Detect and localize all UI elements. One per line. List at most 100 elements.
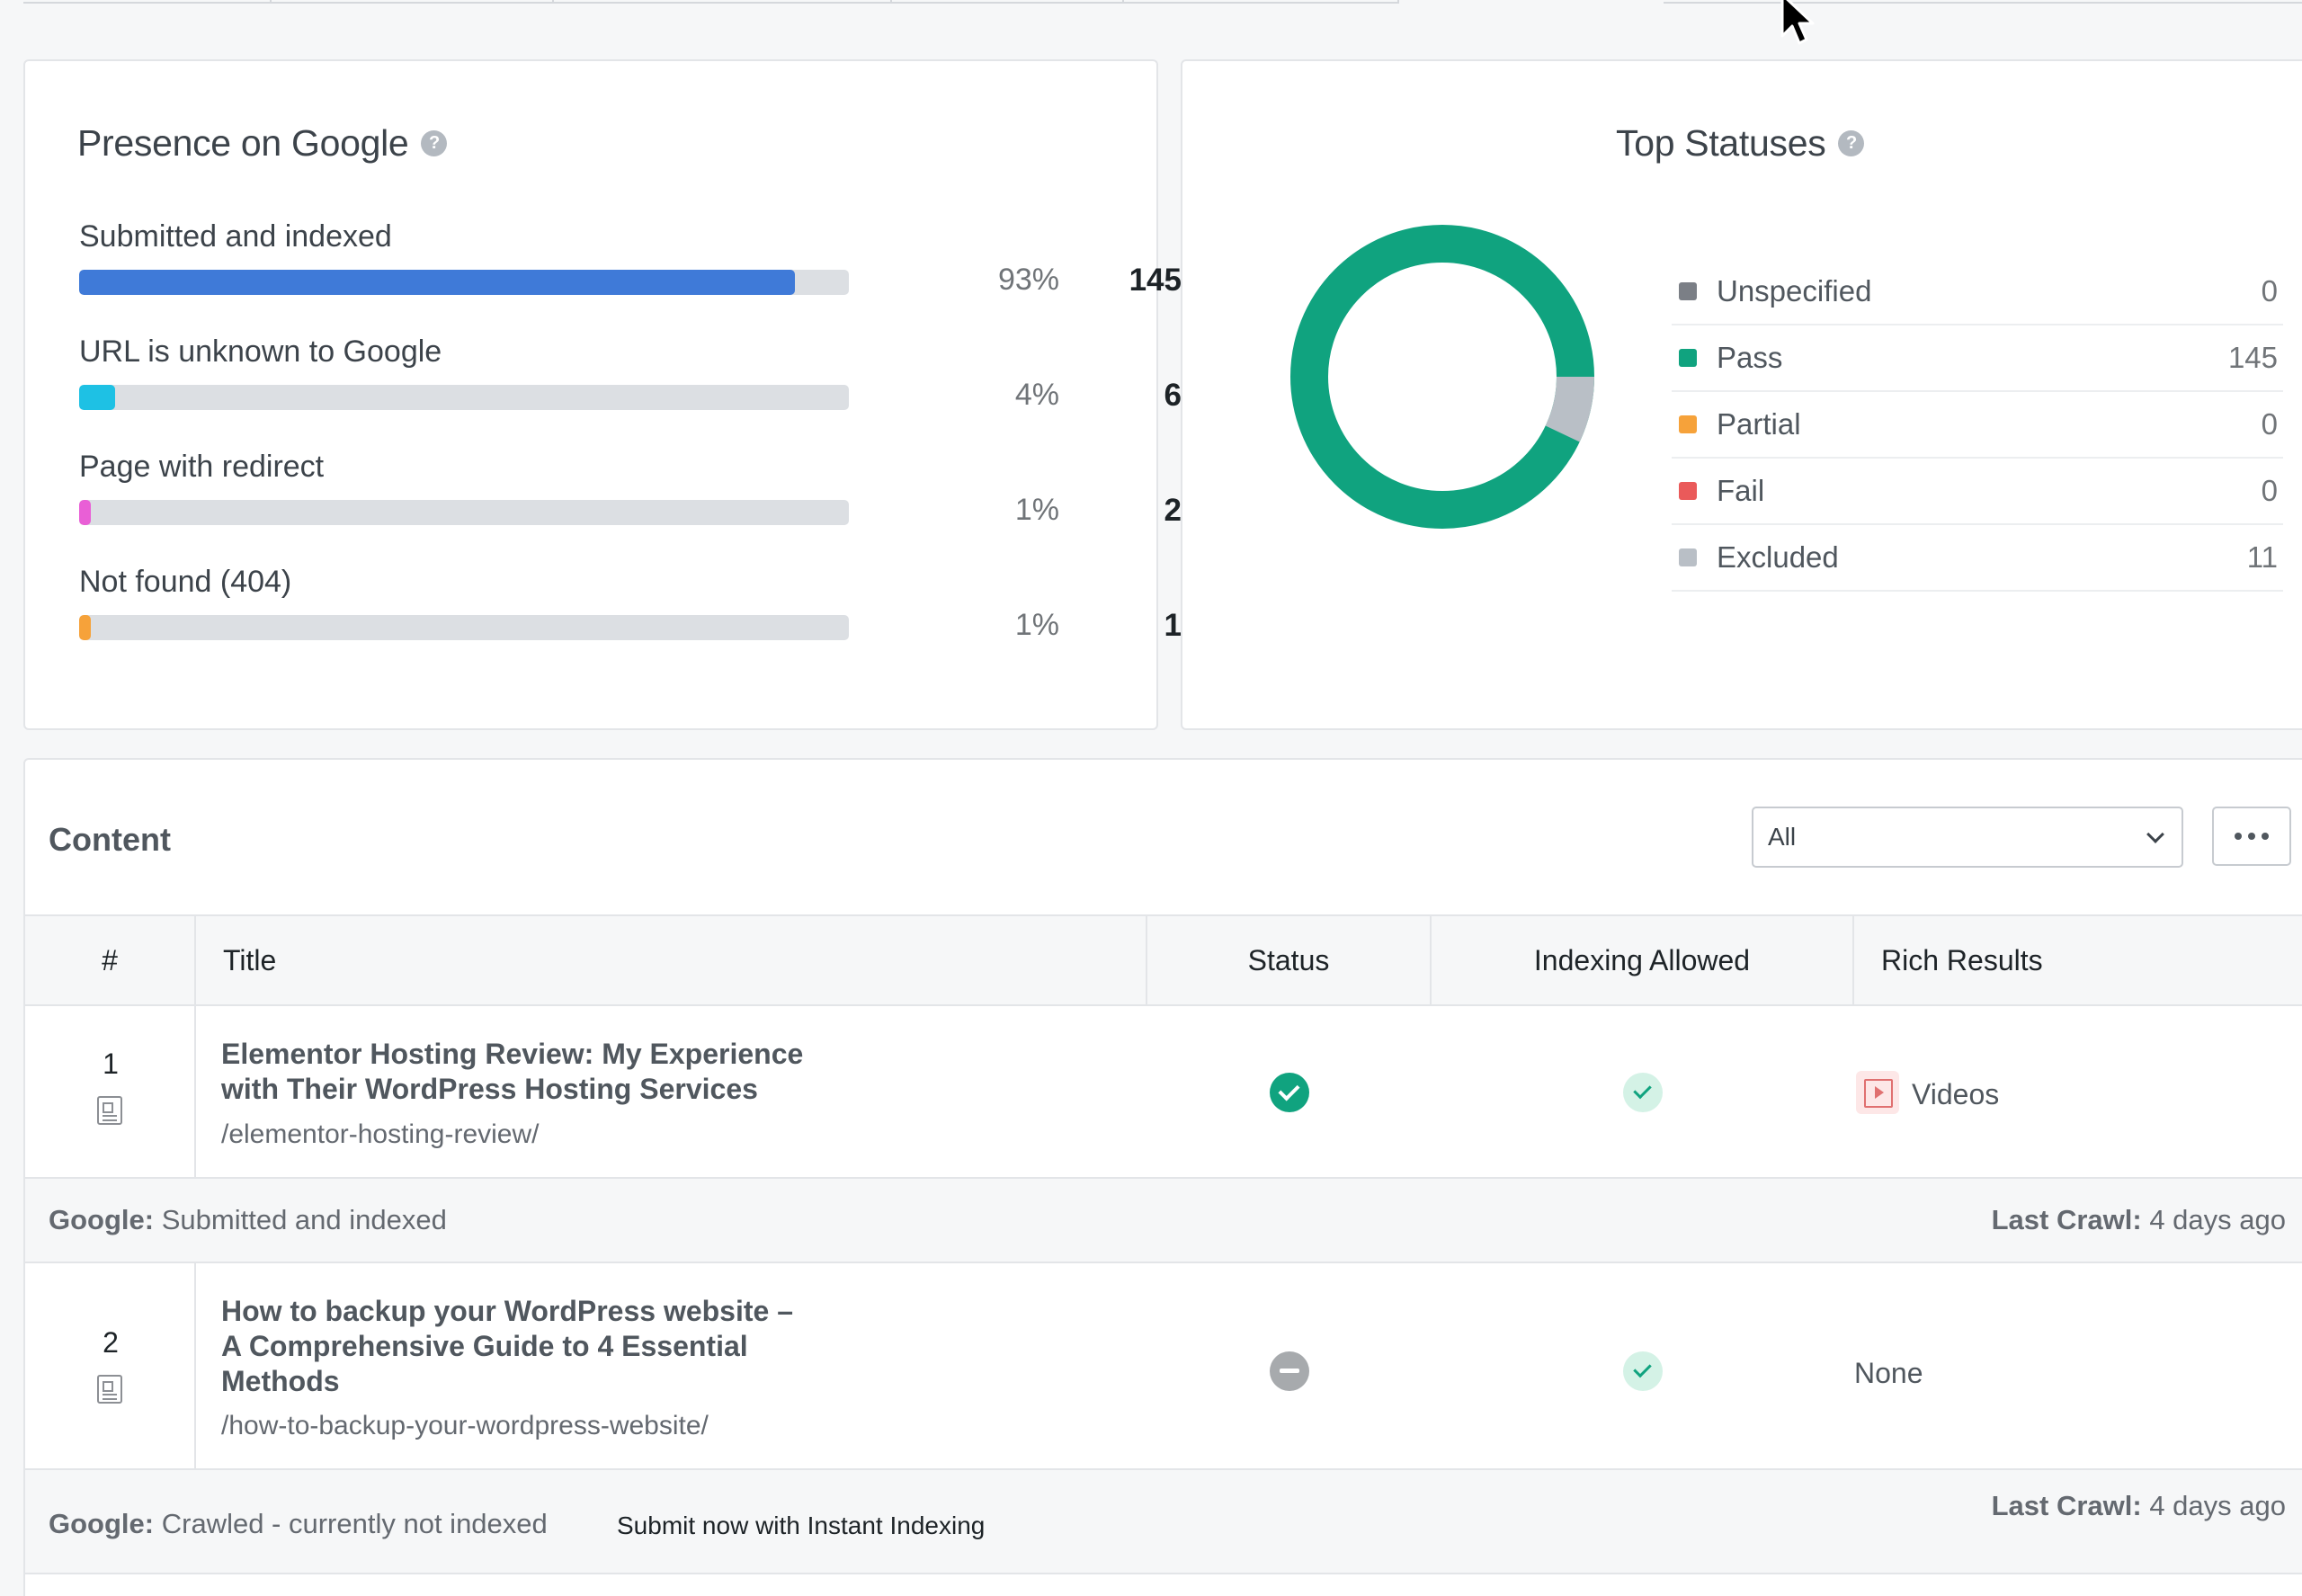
mouse-cursor-icon <box>1780 0 1815 45</box>
post-title-link[interactable]: How to backup your WordPress website – A… <box>221 1294 815 1399</box>
indexing-allowed-check-icon <box>1623 1351 1663 1391</box>
content-filter-select[interactable]: All <box>1752 807 2183 868</box>
indexing-allowed-check-icon <box>1623 1073 1663 1112</box>
post-title-line: Elementor Hosting Review: My Experience <box>221 1038 804 1070</box>
presence-on-google-card: Presence on Google ? Submitted and index… <box>23 59 1182 730</box>
legend-swatch <box>1679 482 1697 500</box>
progress-bar-fill <box>79 385 115 410</box>
donut-segment-pass <box>1290 225 1594 529</box>
metric-percent: 4% <box>1014 378 1059 412</box>
metric-submitted-indexed: Submitted and indexed 93% 145 <box>79 219 1182 318</box>
top-statuses-title-text: Top Statuses <box>1616 122 1826 164</box>
legend-value: 0 <box>2261 407 2278 441</box>
google-status-value: Crawled - currently not indexed <box>161 1508 548 1539</box>
last-crawl-value: 4 days ago <box>2149 1490 2286 1521</box>
tab-separator <box>890 0 892 4</box>
metric-label: Page with redirect <box>79 450 325 484</box>
post-url: /elementor-hosting-review/ <box>221 1119 540 1149</box>
rich-results-value: Videos <box>1912 1078 2000 1110</box>
legend-label: Partial <box>1717 407 1801 441</box>
legend-swatch <box>1679 282 1697 300</box>
table-row: 2 How to backup your WordPress website –… <box>25 1263 2302 1470</box>
metric-label: URL is unknown to Google <box>79 334 442 369</box>
metric-count: 2 <box>1164 493 1182 528</box>
progress-bar <box>79 500 849 525</box>
legend-label: Fail <box>1717 474 1765 507</box>
legend-item-unspecified: Unspecified 0 <box>1672 259 2283 325</box>
last-crawl: Last Crawl: 4 days ago <box>1992 1490 2286 1522</box>
tab-strip-left <box>23 0 1399 4</box>
column-header-number: # <box>25 916 196 1004</box>
chevron-down-icon <box>2146 825 2164 843</box>
legend-item-excluded: Excluded 11 <box>1672 525 2283 592</box>
presence-title-text: Presence on Google <box>77 122 409 164</box>
column-header-indexing-allowed[interactable]: Indexing Allowed <box>1432 916 1854 1004</box>
legend-label: Excluded <box>1717 540 1839 574</box>
progress-bar <box>79 385 849 410</box>
row-google-meta: Google: Crawled - currently not indexed … <box>25 1470 2302 1574</box>
metric-percent: 1% <box>1014 493 1059 527</box>
tab-separator <box>552 0 554 4</box>
legend-swatch <box>1679 415 1697 433</box>
content-card: Content All # Title Status Indexing Allo… <box>23 758 2302 1596</box>
google-label: Google: <box>49 1204 155 1235</box>
dot-icon <box>2248 833 2255 840</box>
rich-results-value: None <box>1854 1357 1923 1389</box>
legend-item-pass: Pass 145 <box>1672 325 2283 392</box>
legend-value: 145 <box>2227 341 2278 374</box>
column-header-title[interactable]: Title <box>196 916 1147 1004</box>
instant-indexing-link[interactable]: Submit now with Instant Indexing <box>617 1511 986 1539</box>
post-type-icon <box>97 1375 122 1404</box>
status-donut-chart <box>1290 225 1594 529</box>
status-neutral-icon[interactable] <box>1270 1351 1309 1391</box>
row-google-meta: Google: Submitted and indexed Last Crawl… <box>25 1179 2302 1263</box>
tab-separator <box>270 0 272 4</box>
presence-title: Presence on Google ? <box>77 122 448 165</box>
legend-label: Unspecified <box>1717 274 1872 308</box>
dot-icon <box>2262 833 2269 840</box>
metric-percent: 93% <box>997 263 1059 297</box>
row-number-cell: 1 <box>25 1006 196 1177</box>
help-icon[interactable]: ? <box>421 130 448 156</box>
last-crawl-label: Last Crawl: <box>1991 1204 2142 1235</box>
metric-page-redirect: Page with redirect 1% 2 <box>79 450 1182 548</box>
top-statuses-title: Top Statuses ? <box>1616 122 1865 165</box>
post-title-link[interactable]: Elementor Hosting Review: My Experience … <box>221 1037 815 1107</box>
more-options-button[interactable] <box>2212 807 2291 866</box>
column-header-rich-results[interactable]: Rich Results <box>1881 943 2043 976</box>
google-status-value: Submitted and indexed <box>161 1204 447 1235</box>
row-number: 2 <box>103 1326 119 1359</box>
tab-separator <box>1122 0 1124 4</box>
progress-bar-fill <box>79 270 796 295</box>
status-legend: Unspecified 0 Pass 145 Partial 0 Fail 0 … <box>1672 259 2283 592</box>
metric-url-unknown: URL is unknown to Google 4% 6 <box>79 334 1182 433</box>
top-tab-strip <box>0 0 2302 5</box>
table-row: 1 Elementor Hosting Review: My Experienc… <box>25 1006 2302 1179</box>
legend-value: 0 <box>2261 274 2278 308</box>
post-title-line: How to backup your WordPress website – <box>221 1295 793 1327</box>
progress-bar <box>79 270 849 295</box>
filter-selected-value: All <box>1768 823 1797 851</box>
post-title-line: with Their WordPress Hosting Services <box>221 1073 758 1105</box>
help-icon[interactable]: ? <box>1838 130 1865 156</box>
last-crawl-label: Last Crawl: <box>1991 1490 2142 1521</box>
google-status: Google: Submitted and indexed <box>49 1204 447 1236</box>
dot-icon <box>2235 833 2242 840</box>
post-title-line: A Comprehensive Guide to 4 Essential <box>221 1330 748 1362</box>
column-header-status[interactable]: Status <box>1147 916 1432 1004</box>
legend-item-fail: Fail 0 <box>1672 459 2283 525</box>
post-type-icon <box>97 1096 122 1125</box>
metric-label: Not found (404) <box>79 565 292 599</box>
google-status: Google: Crawled - currently not indexed <box>49 1508 548 1540</box>
status-pass-icon[interactable] <box>1270 1073 1309 1112</box>
metric-label: Submitted and indexed <box>79 219 392 254</box>
progress-bar-fill <box>79 615 91 640</box>
legend-value: 0 <box>2261 474 2278 507</box>
tab-strip-right <box>1664 0 2302 4</box>
row-number-cell: 2 <box>25 1263 196 1468</box>
top-statuses-card: Top Statuses ? Unspecified 0 Pass 145 Pa… <box>1181 59 2302 730</box>
metric-count: 6 <box>1164 378 1182 413</box>
metric-percent: 1% <box>1014 608 1059 642</box>
donut-segment-excluded <box>1290 225 1594 529</box>
video-icon <box>1856 1071 1899 1114</box>
